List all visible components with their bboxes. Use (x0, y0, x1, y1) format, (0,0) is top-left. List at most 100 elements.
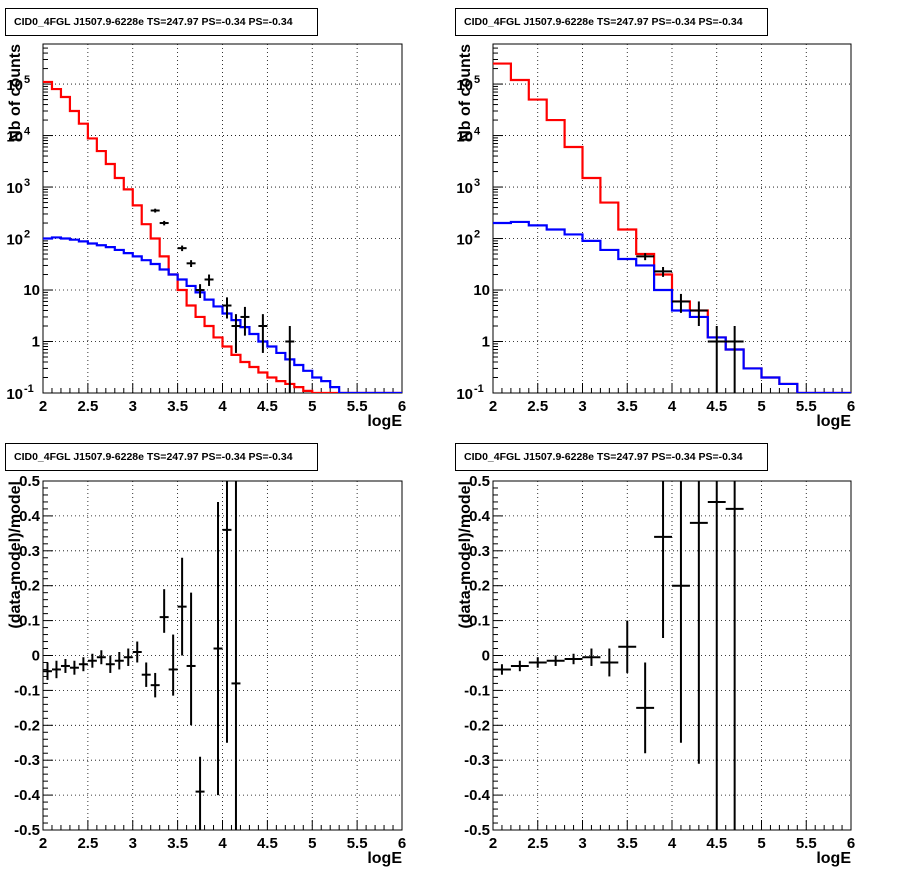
x-tick-label: 5 (757, 398, 765, 415)
title-box (455, 443, 768, 471)
y-tick-label: 10 (6, 129, 23, 146)
y-tick-label: 10 (6, 232, 23, 249)
y-tick-label: 0.5 (469, 473, 490, 490)
x-axis-title: logE (816, 413, 851, 430)
residual-point (78, 657, 88, 672)
data-point (195, 284, 205, 298)
y-tick-label: -0.4 (14, 787, 41, 804)
panel-counts-left: CID0_4FGL J1507.9-6228e TS=247.97 PS=-0.… (5, 8, 406, 430)
y-tick-label: 0.5 (19, 473, 40, 490)
residual-point (150, 672, 160, 698)
x-tick-label: 5 (757, 835, 765, 852)
residual-point (87, 653, 97, 668)
residual-point (707, 481, 726, 830)
data-point (654, 266, 672, 277)
residual-point (159, 589, 169, 633)
x-tick-label: 6 (847, 835, 855, 852)
plot-area (493, 62, 851, 393)
x-tick-label: 6 (398, 835, 406, 852)
x-tick-label: 3.5 (617, 398, 638, 415)
x-tick-label: 2 (489, 398, 497, 415)
y-tick-label: -0.1 (14, 682, 40, 699)
y-tick-exponent: 5 (24, 74, 30, 86)
data-point (231, 314, 241, 353)
y-tick-label: 10 (456, 386, 473, 403)
residual-point (618, 620, 637, 673)
residual-point (123, 648, 133, 666)
residual-point (43, 662, 52, 680)
residual-point (493, 664, 511, 675)
x-tick-label: 2.5 (77, 398, 98, 415)
residual-point (528, 657, 547, 668)
residual-point (213, 501, 223, 796)
x-tick-label: 4.5 (706, 835, 727, 852)
y-tick-label: 1 (482, 334, 490, 351)
data-point (725, 326, 744, 393)
residual-point (564, 653, 583, 665)
y-tick-label: -0.2 (464, 717, 490, 734)
y-tick-exponent: 3 (474, 177, 480, 189)
residual-point (168, 634, 178, 696)
y-tick-label: 0.1 (19, 613, 40, 630)
residual-point (186, 592, 196, 726)
x-tick-label: 4 (218, 398, 227, 415)
data-point (177, 245, 187, 252)
x-axis-title: logE (816, 850, 851, 867)
y-tick-label: -0.3 (464, 752, 490, 769)
panel-residuals-right: CID0_4FGL J1507.9-6228e TS=247.97 PS=-0.… (455, 443, 855, 867)
x-tick-label: 4 (668, 835, 677, 852)
y-tick-exponent: 4 (24, 126, 31, 138)
residual-point (177, 557, 187, 656)
data-point (186, 260, 196, 267)
x-tick-label: 5 (308, 398, 316, 415)
x-axis-ticks (42, 820, 403, 830)
y-tick-label: 10 (456, 180, 473, 197)
x-tick-label: 4.5 (706, 398, 727, 415)
x-tick-label: 2 (489, 835, 497, 852)
x-tick-label: 3.5 (617, 835, 638, 852)
x-tick-label: 4.5 (257, 398, 278, 415)
data-point (707, 326, 726, 393)
model-total-histogram (43, 80, 402, 393)
x-tick-label: 3.5 (167, 835, 188, 852)
x-axis-title: logE (367, 850, 402, 867)
y-tick-label: -0.5 (464, 822, 490, 839)
y-tick-exponent: -1 (474, 383, 484, 395)
residual-point (114, 652, 124, 670)
data-point (240, 306, 250, 336)
y-tick-label: -0.1 (464, 682, 490, 699)
x-tick-label: 5.5 (347, 835, 368, 852)
y-tick-label: 10 (6, 386, 23, 403)
data-point (258, 314, 268, 353)
y-tick-exponent: 4 (474, 126, 481, 138)
residual-point (725, 481, 744, 830)
y-tick-label: 0.1 (469, 613, 490, 630)
x-axis-title: logE (367, 413, 402, 430)
y-tick-exponent: -1 (24, 383, 34, 395)
residual-point (195, 756, 205, 830)
x-tick-label: 6 (847, 398, 855, 415)
y-axis-title: Nb of counts (457, 44, 474, 142)
model-component-histogram (493, 220, 851, 393)
model-component-histogram (43, 236, 402, 393)
residual-point (582, 648, 601, 666)
x-axis-ticks (42, 383, 403, 393)
residual-point (510, 660, 529, 672)
y-tick-label: 0.3 (19, 543, 40, 560)
title-box (455, 8, 768, 36)
plot-area (43, 481, 241, 830)
y-tick-label: 10 (456, 77, 473, 94)
data-point (222, 297, 232, 319)
x-tick-label: 5.5 (347, 398, 368, 415)
plot-area (493, 481, 744, 830)
x-tick-label: 2.5 (527, 835, 548, 852)
y-tick-label: 0.4 (469, 508, 491, 525)
residual-point (105, 655, 115, 673)
y-tick-label: 0.2 (469, 578, 490, 595)
chart-title: CID0_4FGL J1507.9-6228e TS=247.97 PS=-0.… (464, 451, 743, 463)
x-tick-label: 2 (39, 398, 47, 415)
title-box (5, 8, 318, 36)
chart-title: CID0_4FGL J1507.9-6228e TS=247.97 PS=-0.… (464, 16, 743, 28)
x-tick-label: 3 (578, 398, 586, 415)
